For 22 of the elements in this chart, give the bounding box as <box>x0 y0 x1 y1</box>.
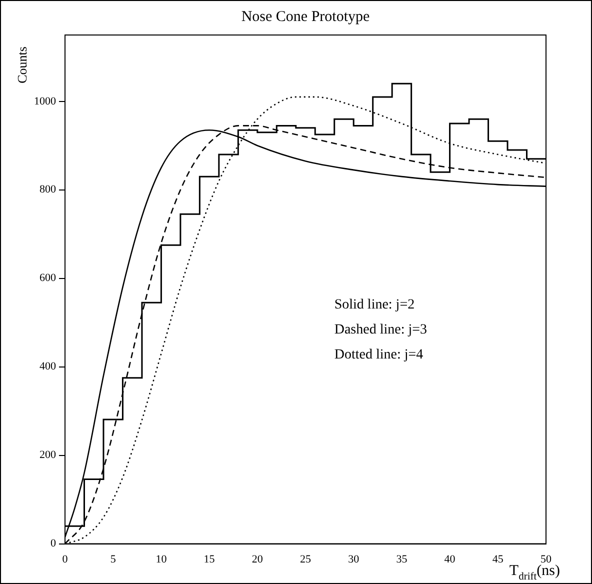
annotation: Dotted line: j=4 <box>334 347 424 362</box>
x-tick-label: 35 <box>396 553 408 566</box>
x-tick-label: 40 <box>444 553 456 566</box>
x-tick-label: 10 <box>156 553 168 566</box>
chart-title: Nose Cone Prototype <box>241 8 370 25</box>
y-tick-label: 400 <box>40 360 56 373</box>
y-tick-label: 800 <box>40 184 56 196</box>
x-tick-label: 25 <box>300 553 312 566</box>
y-tick-label: 600 <box>40 272 56 284</box>
annotation: Dashed line: j=3 <box>334 322 428 338</box>
x-tick-label: 30 <box>348 553 360 566</box>
x-tick-label: 5 <box>110 553 116 566</box>
annotation: Solid line: j=2 <box>334 297 415 312</box>
y-axis-title: Counts <box>14 46 30 84</box>
y-tick-label: 0 <box>50 538 56 550</box>
x-tick-label: 50 <box>540 553 552 566</box>
x-tick-label: 15 <box>204 553 216 566</box>
y-tick-label: 200 <box>40 449 56 462</box>
y-tick-label: 1000 <box>34 95 56 108</box>
x-tick-label: 45 <box>492 553 504 566</box>
x-tick-label: 0 <box>62 553 68 566</box>
x-tick-label: 20 <box>252 553 264 566</box>
